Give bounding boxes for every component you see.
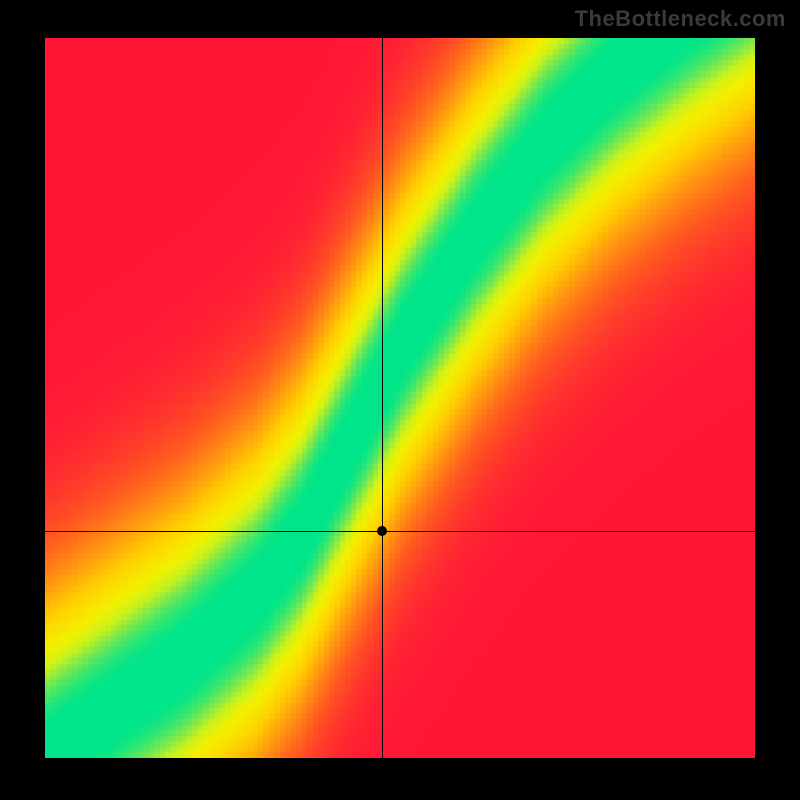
crosshair-vertical (382, 38, 383, 758)
crosshair-horizontal (45, 531, 755, 532)
watermark-text: TheBottleneck.com (575, 6, 786, 32)
heatmap-canvas (45, 38, 755, 758)
chart-frame: TheBottleneck.com (0, 0, 800, 800)
plot-area (45, 38, 755, 758)
crosshair-marker (377, 526, 387, 536)
